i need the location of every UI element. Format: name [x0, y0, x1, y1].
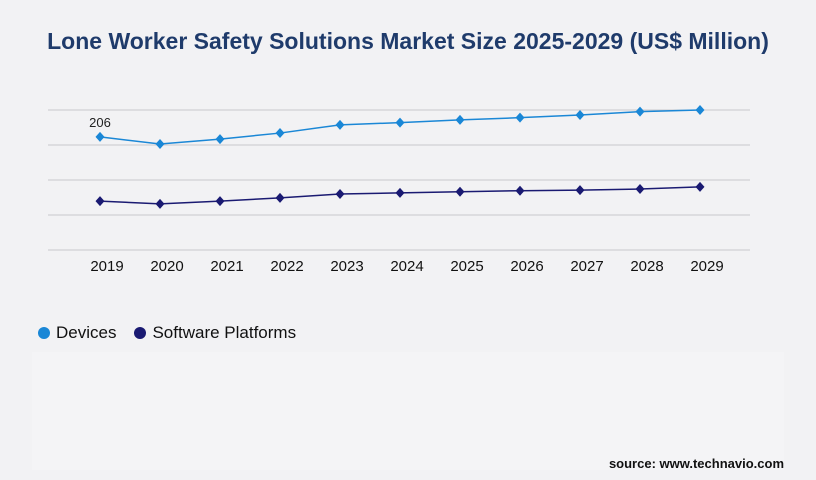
data-point	[95, 196, 105, 207]
background-panel	[32, 352, 784, 470]
data-point	[95, 131, 105, 142]
x-tick-label: 2023	[330, 258, 363, 275]
data-point	[575, 185, 585, 196]
data-point	[335, 189, 345, 199]
legend-item-software-platforms[interactable]: Software Platforms	[134, 323, 296, 343]
source-note: source: www.technavio.com	[608, 456, 784, 471]
data-point	[635, 106, 645, 117]
x-tick-label: 2020	[150, 258, 183, 275]
line-chart: 2019 2020 2021 2022 2023 2024 2025 2026 2027 2028…	[48, 105, 750, 275]
data-point	[635, 184, 645, 195]
data-point	[275, 192, 285, 203]
legend: Devices Software Platforms	[38, 323, 296, 343]
data-point	[395, 187, 405, 198]
data-label: 206	[89, 115, 111, 130]
data-point	[335, 119, 345, 130]
data-point	[515, 185, 525, 196]
x-tick-label: 2025	[450, 258, 483, 275]
data-point	[275, 128, 285, 139]
data-point	[695, 181, 705, 192]
x-tick-label: 2027	[570, 258, 603, 275]
chart-title: Lone Worker Safety Solutions Market Size…	[47, 28, 769, 54]
x-tick-label: 2022	[270, 258, 303, 275]
data-point	[155, 198, 165, 209]
data-point	[215, 196, 225, 207]
x-tick-label: 2019	[90, 258, 123, 275]
data-point	[155, 139, 165, 150]
legend-marker-icon	[134, 327, 147, 339]
x-tick-label: 2024	[390, 258, 423, 275]
legend-label: Devices	[56, 323, 117, 342]
data-point	[395, 117, 405, 128]
data-point	[575, 109, 585, 120]
data-point	[695, 105, 705, 115]
legend-label: Software Platforms	[152, 323, 297, 342]
x-tick-label: 2028	[630, 258, 663, 275]
data-point	[455, 114, 465, 125]
legend-item-devices[interactable]: Devices	[38, 323, 116, 343]
x-tick-label: 2021	[210, 258, 243, 275]
x-tick-label: 2026	[510, 258, 543, 275]
legend-marker-icon	[38, 327, 50, 339]
x-tick-label: 2029	[690, 258, 723, 275]
data-point	[215, 134, 225, 145]
data-point	[515, 112, 525, 123]
data-point	[455, 186, 465, 197]
